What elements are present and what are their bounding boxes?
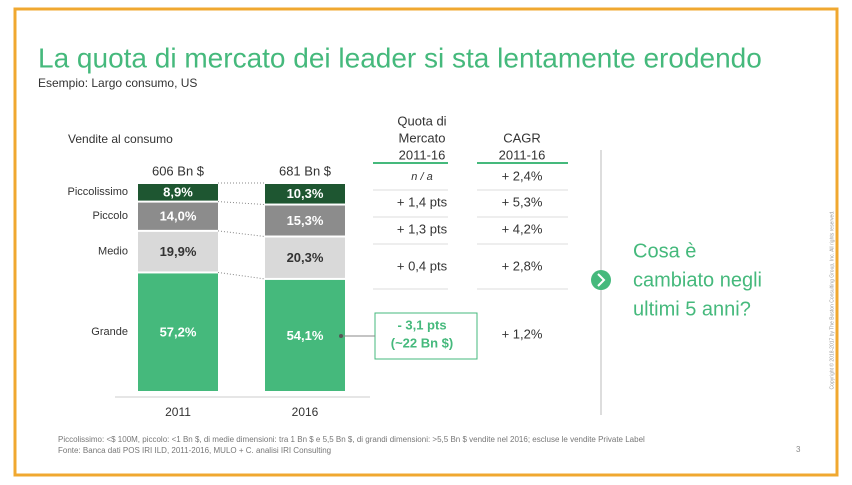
value-label: 20,3% xyxy=(287,250,324,265)
table-header: CAGR xyxy=(503,130,541,145)
value-label: 15,3% xyxy=(287,213,324,228)
value-label: 8,9% xyxy=(163,185,193,200)
frame xyxy=(13,7,839,477)
question: cambiato negli xyxy=(633,269,762,291)
table-cell: - 3,1 pts xyxy=(397,317,446,332)
connector xyxy=(217,201,266,206)
subtitle: Esempio: Largo consumo, US xyxy=(38,76,197,90)
legend-label: Piccolissimo xyxy=(67,186,128,198)
table-cell: + 1,2% xyxy=(502,326,543,341)
footnote: Fonte: Banca dati POS IRI ILD, 2011-2016… xyxy=(58,446,331,455)
table-cell: n / a xyxy=(411,171,432,183)
table-header: Quota di xyxy=(397,113,446,128)
arrow-icon xyxy=(591,270,611,290)
bar-segment xyxy=(138,202,218,230)
legend-label: Piccolo xyxy=(93,210,128,222)
x-tick-label: 2011 xyxy=(165,405,191,419)
bar-segment xyxy=(265,184,345,204)
x-tick-label: 2016 xyxy=(292,405,319,419)
legend-label: Grande xyxy=(91,326,128,338)
value-label: 19,9% xyxy=(160,244,197,259)
table-cell: + 1,4 pts xyxy=(397,194,448,209)
table-cell: + 2,4% xyxy=(502,168,543,183)
table-cell: + 2,8% xyxy=(502,258,543,273)
table-header: Mercato xyxy=(399,130,446,145)
bar-segment xyxy=(265,237,345,278)
total-label: 681 Bn $ xyxy=(279,163,332,178)
slide-title: La quota di mercato dei leader si sta le… xyxy=(38,42,762,73)
value-label: 54,1% xyxy=(287,328,324,343)
table-cell: + 0,4 pts xyxy=(397,258,448,273)
table-cell: + 4,2% xyxy=(502,221,543,236)
bar-segment xyxy=(265,205,345,236)
bar-segment xyxy=(265,279,345,391)
table-cell: + 1,3 pts xyxy=(397,221,448,236)
legend-label: Medio xyxy=(98,246,128,258)
value-label: 57,2% xyxy=(160,325,197,340)
question: Cosa è xyxy=(633,240,696,262)
bar-segment xyxy=(138,231,218,272)
value-label: 14,0% xyxy=(160,209,197,224)
bar-segment xyxy=(138,184,218,201)
chart-title: Vendite al consumo xyxy=(68,132,173,146)
total-label: 606 Bn $ xyxy=(152,163,205,178)
footnote: Piccolissimo: <$ 100M, piccolo: <1 Bn $,… xyxy=(58,435,645,444)
table-cell: + 5,3% xyxy=(502,194,543,209)
value-label: 10,3% xyxy=(287,186,324,201)
connector xyxy=(217,271,266,280)
question: ultimi 5 anni? xyxy=(633,298,751,320)
chevron xyxy=(597,273,606,287)
table-header: 2011-16 xyxy=(499,147,546,162)
connector xyxy=(217,230,266,238)
table-header: 2011-16 xyxy=(399,147,446,162)
page-number: 3 xyxy=(796,445,801,454)
bar-segment xyxy=(138,273,218,391)
copyright: Copyright © 2018-2017 by The Boston Cons… xyxy=(828,211,835,390)
table-cell: (~22 Bn $) xyxy=(391,335,454,350)
callout-dot xyxy=(339,334,343,338)
